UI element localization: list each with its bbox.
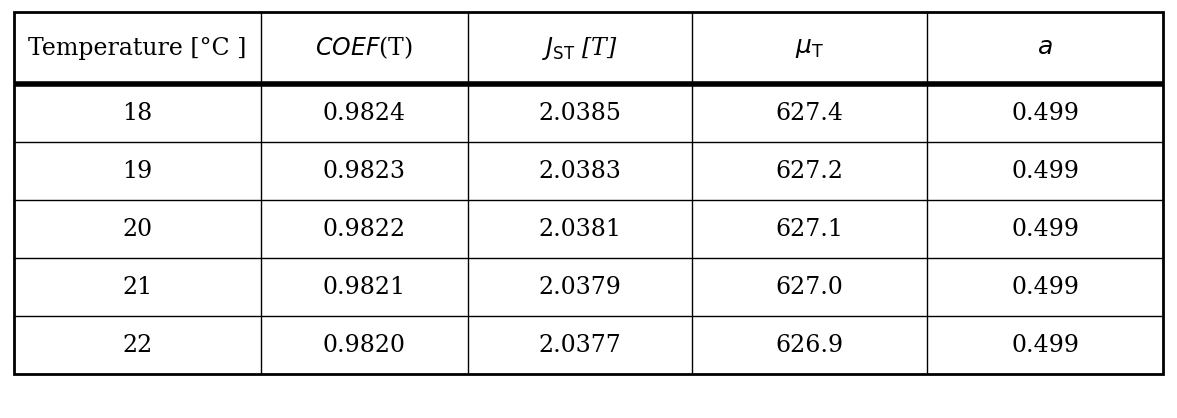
- Text: 0.9820: 0.9820: [322, 334, 406, 357]
- Bar: [14, 12, 1163, 374]
- Text: 22: 22: [122, 334, 153, 357]
- Text: 20: 20: [122, 217, 153, 240]
- Text: 18: 18: [122, 102, 153, 125]
- Text: 2.0379: 2.0379: [538, 275, 621, 298]
- Text: 0.9821: 0.9821: [322, 275, 406, 298]
- Text: $\mu_{\rm T}$: $\mu_{\rm T}$: [796, 36, 824, 59]
- Text: 2.0385: 2.0385: [538, 102, 621, 125]
- Text: 627.0: 627.0: [776, 275, 844, 298]
- Text: 0.499: 0.499: [1011, 334, 1079, 357]
- Text: 0.9822: 0.9822: [322, 217, 406, 240]
- Text: 627.2: 627.2: [776, 160, 844, 183]
- Text: $a$: $a$: [1037, 36, 1053, 59]
- Text: 0.9823: 0.9823: [322, 160, 406, 183]
- Text: $\mathit{COEF}$(T): $\mathit{COEF}$(T): [315, 35, 413, 61]
- Text: 0.499: 0.499: [1011, 102, 1079, 125]
- Text: 0.499: 0.499: [1011, 160, 1079, 183]
- Text: 19: 19: [122, 160, 153, 183]
- Text: 0.499: 0.499: [1011, 217, 1079, 240]
- Text: 627.4: 627.4: [776, 102, 844, 125]
- Text: 2.0383: 2.0383: [538, 160, 621, 183]
- Text: 0.9824: 0.9824: [322, 102, 406, 125]
- Text: 0.499: 0.499: [1011, 275, 1079, 298]
- Text: $J_{\rm ST}$ [T]: $J_{\rm ST}$ [T]: [541, 35, 618, 61]
- Text: Temperature [°C ]: Temperature [°C ]: [28, 36, 247, 59]
- Text: 2.0381: 2.0381: [538, 217, 621, 240]
- Text: 21: 21: [122, 275, 153, 298]
- Text: 627.1: 627.1: [776, 217, 844, 240]
- Text: 626.9: 626.9: [776, 334, 844, 357]
- Text: 2.0377: 2.0377: [539, 334, 621, 357]
